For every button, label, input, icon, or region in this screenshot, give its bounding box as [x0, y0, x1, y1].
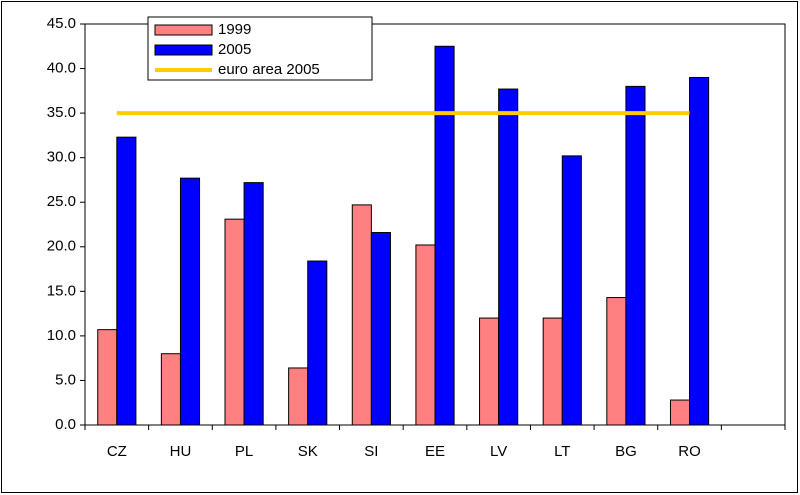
bar	[669, 399, 691, 426]
x-tick-label: LV	[490, 443, 507, 460]
y-tick-label: 25.0	[47, 193, 76, 210]
legend-swatch	[154, 24, 213, 36]
bar	[542, 317, 563, 426]
y-tick-label: 0.0	[55, 416, 76, 433]
legend-label: euro area 2005	[218, 61, 320, 78]
y-tick-label: 45.0	[47, 15, 76, 32]
bar	[288, 367, 309, 426]
bar	[606, 297, 627, 426]
bar	[307, 260, 328, 426]
bar	[689, 76, 710, 426]
x-tick-label: CZ	[107, 443, 127, 460]
legend-label: 2005	[218, 41, 251, 58]
y-tick-label: 30.0	[47, 149, 76, 166]
x-tick-label: HU	[170, 443, 192, 460]
y-tick-label: 40.0	[47, 60, 76, 77]
y-tick-label: 20.0	[47, 238, 76, 255]
legend-swatch	[154, 44, 213, 56]
y-tick-label: 10.0	[47, 327, 76, 344]
bar	[243, 182, 264, 426]
x-tick-label: LT	[554, 443, 570, 460]
bar	[351, 204, 372, 426]
legend-label: 1999	[218, 21, 251, 38]
x-tick-label: SI	[364, 443, 378, 460]
x-tick-label: RO	[678, 443, 701, 460]
bar	[97, 329, 118, 426]
bar	[160, 353, 181, 426]
bar	[415, 244, 436, 426]
bar	[625, 85, 646, 426]
bar	[224, 218, 245, 426]
bar	[498, 88, 519, 426]
x-tick-label: BG	[615, 443, 637, 460]
y-tick-label: 15.0	[47, 282, 76, 299]
bar	[370, 232, 391, 426]
bar	[116, 136, 137, 426]
x-tick-label: EE	[425, 443, 445, 460]
bar	[561, 155, 582, 426]
bar	[434, 45, 455, 426]
bar	[479, 317, 500, 426]
y-tick-label: 35.0	[47, 104, 76, 121]
x-tick-label: PL	[235, 443, 253, 460]
y-tick-label: 5.0	[55, 371, 76, 388]
x-tick-label: SK	[298, 443, 318, 460]
bar	[179, 177, 201, 426]
